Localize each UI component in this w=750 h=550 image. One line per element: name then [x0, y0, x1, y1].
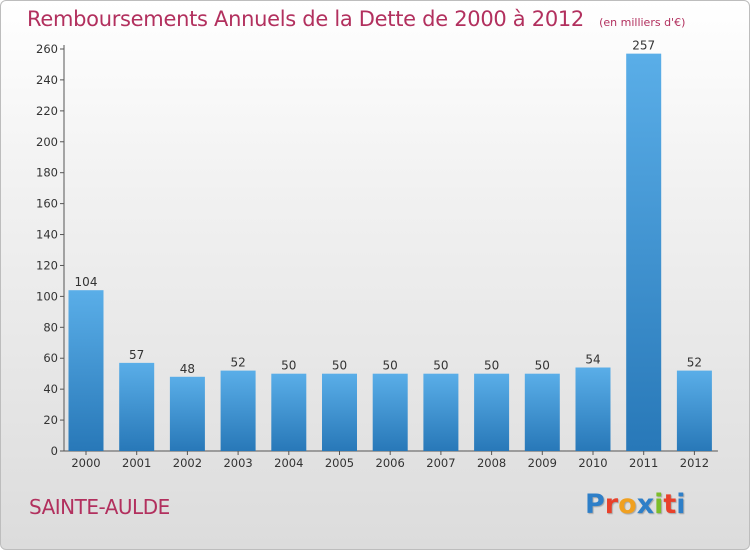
x-tick-label: 2003	[223, 456, 252, 470]
logo-letter: i	[676, 489, 686, 520]
labels: 0 20 40 60 80 100 120 140 160 180 200 220 240 260 2000…	[36, 39, 709, 470]
bars	[68, 53, 712, 452]
y-tick-label: 20	[43, 413, 58, 427]
value-label: 50	[383, 359, 398, 373]
x-tick-label: 2005	[325, 456, 354, 470]
logo-letter: P	[585, 489, 605, 520]
value-label: 50	[433, 359, 448, 373]
proxiti-logo[interactable]: Proxiti	[585, 489, 686, 520]
logo-letter: o	[618, 489, 637, 520]
y-tick-label: 180	[36, 166, 58, 180]
y-tick-label: 140	[36, 228, 58, 242]
bar-2008[interactable]	[474, 373, 510, 451]
x-tick-label: 2002	[173, 456, 202, 470]
bar-2012[interactable]	[676, 370, 712, 451]
x-tick-label: 2000	[71, 456, 100, 470]
y-tick-label: 100	[36, 289, 58, 303]
x-tick-label: 2010	[578, 456, 607, 470]
x-tick-label: 2004	[274, 456, 303, 470]
bar-2011[interactable]	[626, 53, 662, 452]
bar-2003[interactable]	[220, 370, 256, 451]
y-tick-label: 60	[43, 351, 58, 365]
bar-2000[interactable]	[68, 290, 104, 451]
value-label: 52	[230, 356, 245, 370]
x-tick-label: 2009	[528, 456, 557, 470]
value-label: 50	[484, 359, 499, 373]
value-label: 50	[281, 359, 296, 373]
bar-2009[interactable]	[524, 373, 560, 451]
value-label: 54	[585, 353, 600, 367]
value-label: 57	[129, 348, 144, 362]
chart-title: Remboursements Annuels de la Dette de 20…	[27, 7, 584, 31]
y-tick-label: 80	[43, 320, 58, 334]
logo-letter: r	[604, 489, 619, 520]
value-label: 48	[180, 362, 195, 376]
y-tick-label: 200	[36, 135, 58, 149]
bar-2004[interactable]	[271, 373, 307, 451]
bar-2002[interactable]	[169, 376, 205, 451]
bar-2007[interactable]	[423, 373, 459, 451]
bar-2005[interactable]	[322, 373, 357, 451]
x-tick-label: 2001	[122, 456, 151, 470]
value-label: 50	[332, 359, 347, 373]
value-label: 50	[535, 359, 550, 373]
x-tick-label: 2012	[680, 456, 709, 470]
x-tick-label: 2006	[376, 456, 405, 470]
x-tick-label: 2011	[629, 456, 658, 470]
chart-unit-label: (en milliers d'€)	[599, 16, 686, 29]
logo-letter: t	[663, 489, 677, 520]
y-tick-label: 40	[43, 382, 58, 396]
y-tick-label: 260	[36, 42, 58, 56]
title-row: Remboursements Annuels de la Dette de 20…	[27, 7, 685, 31]
y-tick-label: 0	[51, 444, 58, 458]
logo-letter: x	[636, 489, 655, 520]
value-label: 257	[632, 39, 655, 53]
y-tick-label: 240	[36, 73, 58, 87]
x-tick-label: 2008	[477, 456, 506, 470]
value-label: 52	[687, 356, 702, 370]
bar-2010[interactable]	[575, 367, 611, 451]
commune-name: SAINTE-AULDE	[29, 495, 170, 519]
bar-2006[interactable]	[372, 373, 408, 451]
x-tick-label: 2007	[426, 456, 455, 470]
y-tick-label: 160	[36, 197, 58, 211]
y-tick-label: 220	[36, 104, 58, 118]
y-tick-label: 120	[36, 258, 58, 272]
logo-letter: i	[654, 489, 664, 520]
bar-2001[interactable]	[119, 362, 155, 451]
value-label: 104	[75, 275, 98, 289]
